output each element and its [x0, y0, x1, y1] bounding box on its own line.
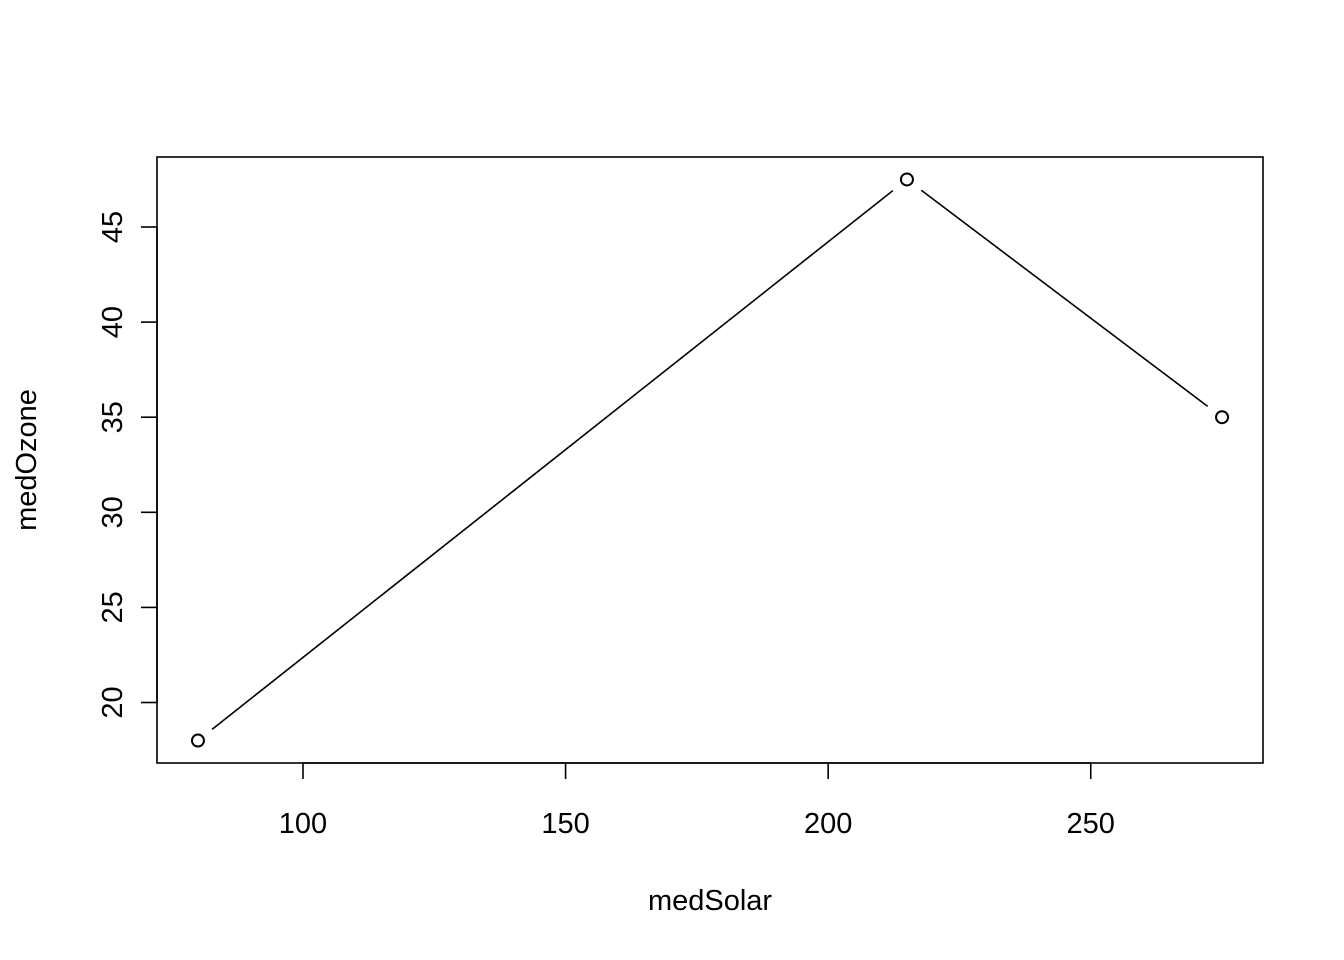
series-layer	[190, 172, 1230, 748]
x-axis: 100 150 200 250	[279, 762, 1115, 840]
y-tick-label: 25	[97, 591, 129, 623]
data-point	[1215, 410, 1230, 425]
x-tick-label: 100	[279, 808, 327, 840]
y-axis: 20 25 30 35 40 45	[97, 211, 158, 719]
x-tick-label: 150	[541, 808, 589, 840]
data-point	[899, 172, 914, 187]
y-tick-label: 30	[97, 496, 129, 528]
x-tick-label: 250	[1067, 808, 1115, 840]
x-tick-label: 200	[804, 808, 852, 840]
data-point	[190, 733, 205, 748]
series-line-segment	[211, 189, 894, 731]
y-tick-label: 35	[97, 401, 129, 433]
y-tick-label: 40	[97, 306, 129, 338]
plot-frame	[156, 156, 1264, 764]
x-axis-title: medSolar	[648, 885, 772, 917]
y-tick-label: 45	[97, 211, 129, 243]
y-tick-label: 20	[97, 686, 129, 718]
series-line-segment	[920, 189, 1209, 408]
y-axis-title: medOzone	[11, 389, 43, 531]
